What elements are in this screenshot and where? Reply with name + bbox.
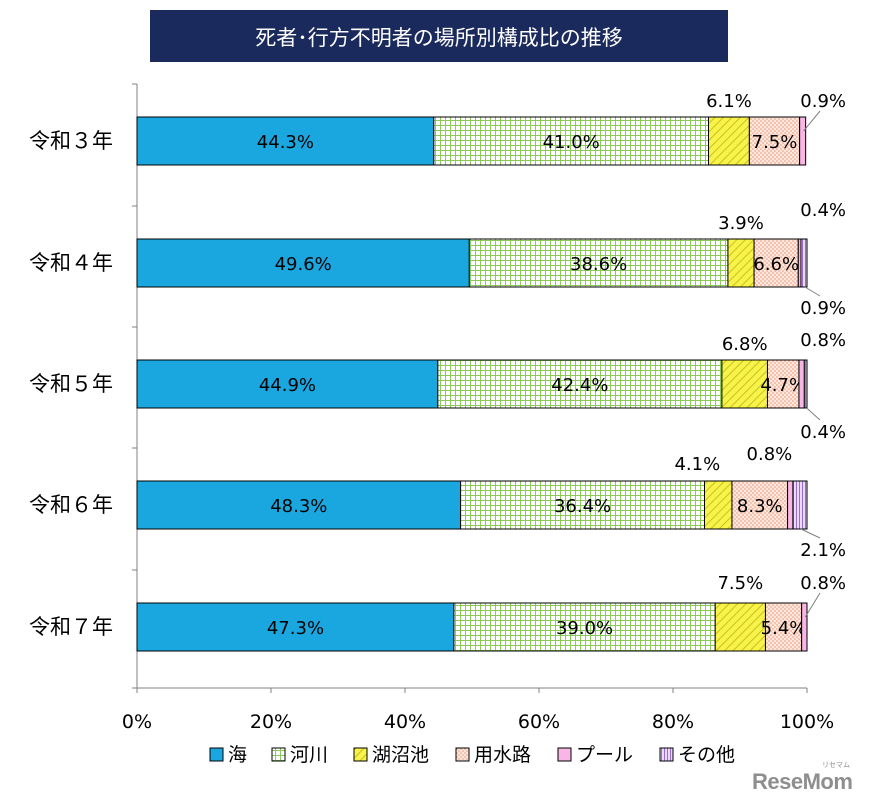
data-label: 49.6% [275, 254, 332, 275]
bar-segment [433, 116, 710, 166]
bar-segment [766, 359, 800, 409]
legend: 海 河川 湖沼池 用水路 プール その他 [209, 744, 735, 766]
bar-segment [460, 480, 705, 530]
x-tick-label: 0% [122, 711, 152, 733]
category-label: 令和３年 [29, 129, 113, 153]
leader-line [806, 407, 821, 421]
legend-label: 湖沼池 [372, 744, 429, 766]
x-tick-label: 60% [518, 711, 560, 733]
x-tick-label: 40% [384, 711, 426, 733]
data-label: 5.4% [761, 618, 807, 639]
data-label: 44.3% [257, 132, 314, 153]
bar-segment [792, 480, 808, 530]
legend-swatch [659, 747, 674, 762]
legend-label: その他 [678, 744, 735, 766]
legend-label: 河川 [290, 744, 328, 766]
leader-line [804, 592, 821, 618]
legend-item: 湖沼池 [353, 744, 429, 766]
data-label: 6.8% [722, 334, 768, 355]
x-tick-label: 100% [780, 711, 834, 733]
category-label: 令和４年 [29, 251, 113, 275]
bar-segment [721, 359, 768, 409]
bar-segment [437, 359, 723, 409]
bar-segment [748, 116, 801, 166]
legend-swatch [353, 747, 368, 762]
bar-segment [753, 238, 799, 288]
legend-item: プール [557, 744, 633, 766]
data-label: 0.8% [800, 573, 846, 594]
legend-swatch [271, 747, 286, 762]
data-label: 42.4% [551, 375, 608, 396]
data-label: 2.1% [800, 540, 846, 561]
bar-segment [800, 238, 808, 288]
data-label: 7.5% [717, 573, 763, 594]
data-label: 3.9% [718, 213, 764, 234]
leader-line [800, 528, 821, 539]
legend-item: 河川 [271, 744, 328, 766]
bar-segment [453, 602, 716, 652]
legend-item: その他 [659, 744, 735, 766]
data-label: 7.5% [752, 132, 798, 153]
data-label: 44.9% [259, 375, 316, 396]
bar-segment [714, 602, 766, 652]
bar-segment [799, 116, 807, 166]
legend-swatch [455, 747, 470, 762]
bar-segment [136, 602, 455, 652]
bar-segment [708, 116, 750, 166]
data-label: 48.3% [270, 496, 327, 517]
data-label: 6.6% [753, 254, 799, 275]
category-label: 令和７年 [29, 615, 113, 639]
bar-segment [764, 602, 803, 652]
category-label: 令和６年 [29, 493, 113, 517]
data-label: 47.3% [267, 618, 324, 639]
data-label: 4.7% [760, 375, 806, 396]
legend-label: 用水路 [474, 744, 531, 766]
data-label: 39.0% [556, 618, 613, 639]
x-tick-label: 20% [250, 711, 292, 733]
data-label: 6.1% [706, 91, 752, 112]
data-label: 41.0% [543, 132, 600, 153]
bar-segment [801, 602, 808, 652]
data-label: 4.1% [674, 454, 720, 475]
data-label: 8.3% [737, 496, 783, 517]
bar-segment [136, 116, 435, 166]
bar-segment [136, 238, 470, 288]
watermark-subtext: リセマム [822, 761, 850, 769]
legend-label: 海 [228, 744, 247, 766]
bar-segment [803, 359, 808, 409]
legend-item: 海 [209, 744, 247, 766]
watermark-logo: ReseMom リセマム [752, 761, 853, 794]
bar-segment [703, 480, 733, 530]
data-label: 36.4% [554, 496, 611, 517]
data-label: 38.6% [570, 254, 627, 275]
watermark-text: ReseMom [752, 769, 852, 794]
leader-line [804, 286, 821, 297]
data-label: 0.4% [800, 422, 846, 443]
category-label: 令和５年 [29, 372, 113, 396]
legend-item: 用水路 [455, 744, 531, 766]
bar-segment [798, 359, 805, 409]
leader-line [803, 110, 821, 132]
legend-label: プール [576, 744, 633, 766]
data-label: 0.4% [800, 200, 846, 221]
title-background [150, 10, 728, 62]
bar-segment [787, 480, 794, 530]
chart-title: 死者･行方不明者の場所別構成比の推移 [255, 26, 623, 50]
bar-segment [727, 238, 755, 288]
x-tick-label: 80% [652, 711, 694, 733]
legend-swatch [209, 747, 224, 762]
chart-title-box: 死者･行方不明者の場所別構成比の推移 [150, 10, 728, 62]
data-label: 0.9% [800, 91, 846, 112]
data-label: 0.8% [747, 444, 793, 465]
legend-swatch [557, 747, 572, 762]
data-label: 0.9% [800, 298, 846, 319]
bar-segment [136, 359, 439, 409]
data-label: 0.8% [800, 330, 846, 351]
